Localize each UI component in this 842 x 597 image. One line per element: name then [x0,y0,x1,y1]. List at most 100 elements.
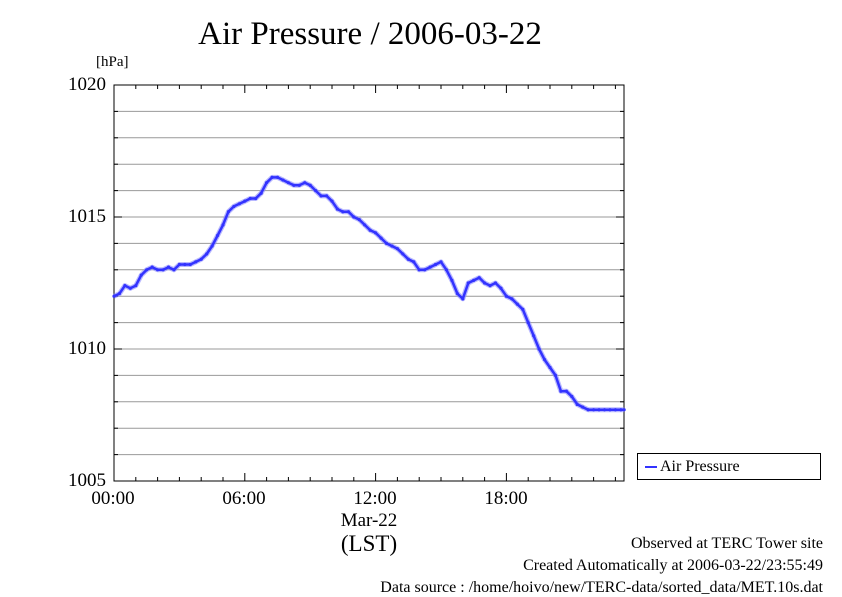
data-point [194,260,198,264]
chart-title: Air Pressure / 2006-03-22 [198,16,542,52]
data-point [117,291,122,296]
data-point [510,297,514,301]
data-point [586,408,590,412]
data-point [613,408,618,412]
data-point [303,181,307,185]
data-point [265,181,269,185]
footer-source: Data source : /home/hoivo/new/TERC-data/… [380,579,823,596]
data-point [597,408,601,412]
data-point [145,268,149,272]
y-tick-label: 1020 [68,74,106,95]
data-point [450,278,454,282]
data-point [515,302,519,306]
data-point [428,265,432,269]
data-point [472,278,476,282]
data-point [483,281,487,285]
x-tick-label: 00:00 [91,488,135,509]
data-point [379,236,383,240]
data-point [150,265,154,269]
data-point [226,210,231,214]
data-point [406,257,410,261]
data-point [401,252,405,256]
data-point [156,268,160,272]
data-point [297,183,301,187]
data-point [602,408,607,412]
data-point [532,334,536,338]
data-point [455,291,459,296]
legend-label: Air Pressure [660,458,740,475]
x-tick-label: 06:00 [222,488,266,509]
data-point [270,175,274,179]
data-point [592,408,596,412]
data-point [205,252,209,256]
data-point [575,402,579,407]
y-tick-label: 1015 [68,206,106,227]
data-point [112,294,116,298]
data-point [237,202,241,206]
data-point [232,204,236,209]
data-point [553,373,558,377]
data-point [188,262,192,267]
x-axis-label: (LST) [340,531,398,556]
data-point [526,321,530,325]
x-tick-label: 12:00 [353,488,397,509]
data-point [286,181,290,185]
data-point [521,307,525,311]
data-point [248,196,252,201]
data-point [619,408,623,412]
data-point [134,284,138,288]
data-point [352,215,356,219]
data-point [363,223,367,227]
y-axis-unit: [hPa] [96,54,129,70]
data-point [417,268,421,272]
data-point [215,233,220,238]
data-point [341,210,345,214]
data-point [542,357,547,362]
data-point [581,405,585,409]
plot-frame [113,84,625,482]
data-point [346,210,350,214]
data-point [281,178,285,182]
data-point [319,194,323,198]
series-line [113,176,625,411]
data-point [504,294,508,298]
data-point [177,262,181,267]
data-point [139,273,143,277]
data-point [275,175,280,179]
data-point [308,183,312,187]
data-point [622,408,626,412]
y-tick-label: 1010 [68,338,106,359]
data-point [161,268,165,272]
data-point [570,394,574,399]
x-tick-label: 18:00 [484,488,528,509]
data-point [499,286,503,290]
data-point [433,262,438,267]
data-point [412,260,416,264]
data-point [221,223,225,227]
footer-observed: Observed at TERC Tower site [630,535,823,552]
data-point [243,199,247,203]
data-point [477,276,481,280]
data-point [357,218,361,222]
data-point [564,389,568,393]
data-point [128,286,132,290]
data-point [461,297,465,301]
data-point [423,268,427,272]
data-point [548,365,552,370]
data-point [335,207,340,211]
data-point [395,247,399,251]
data-point [166,265,171,269]
data-point [259,191,263,195]
data-point [488,284,492,288]
data-point [324,194,329,198]
data-point [172,268,176,272]
data-point [439,260,443,264]
data-point [368,228,372,232]
data-point [559,389,563,393]
data-point [210,244,214,248]
data-point [374,231,378,235]
y-tick-label: 1005 [68,470,106,491]
data-point [466,281,470,285]
data-point [493,281,498,285]
